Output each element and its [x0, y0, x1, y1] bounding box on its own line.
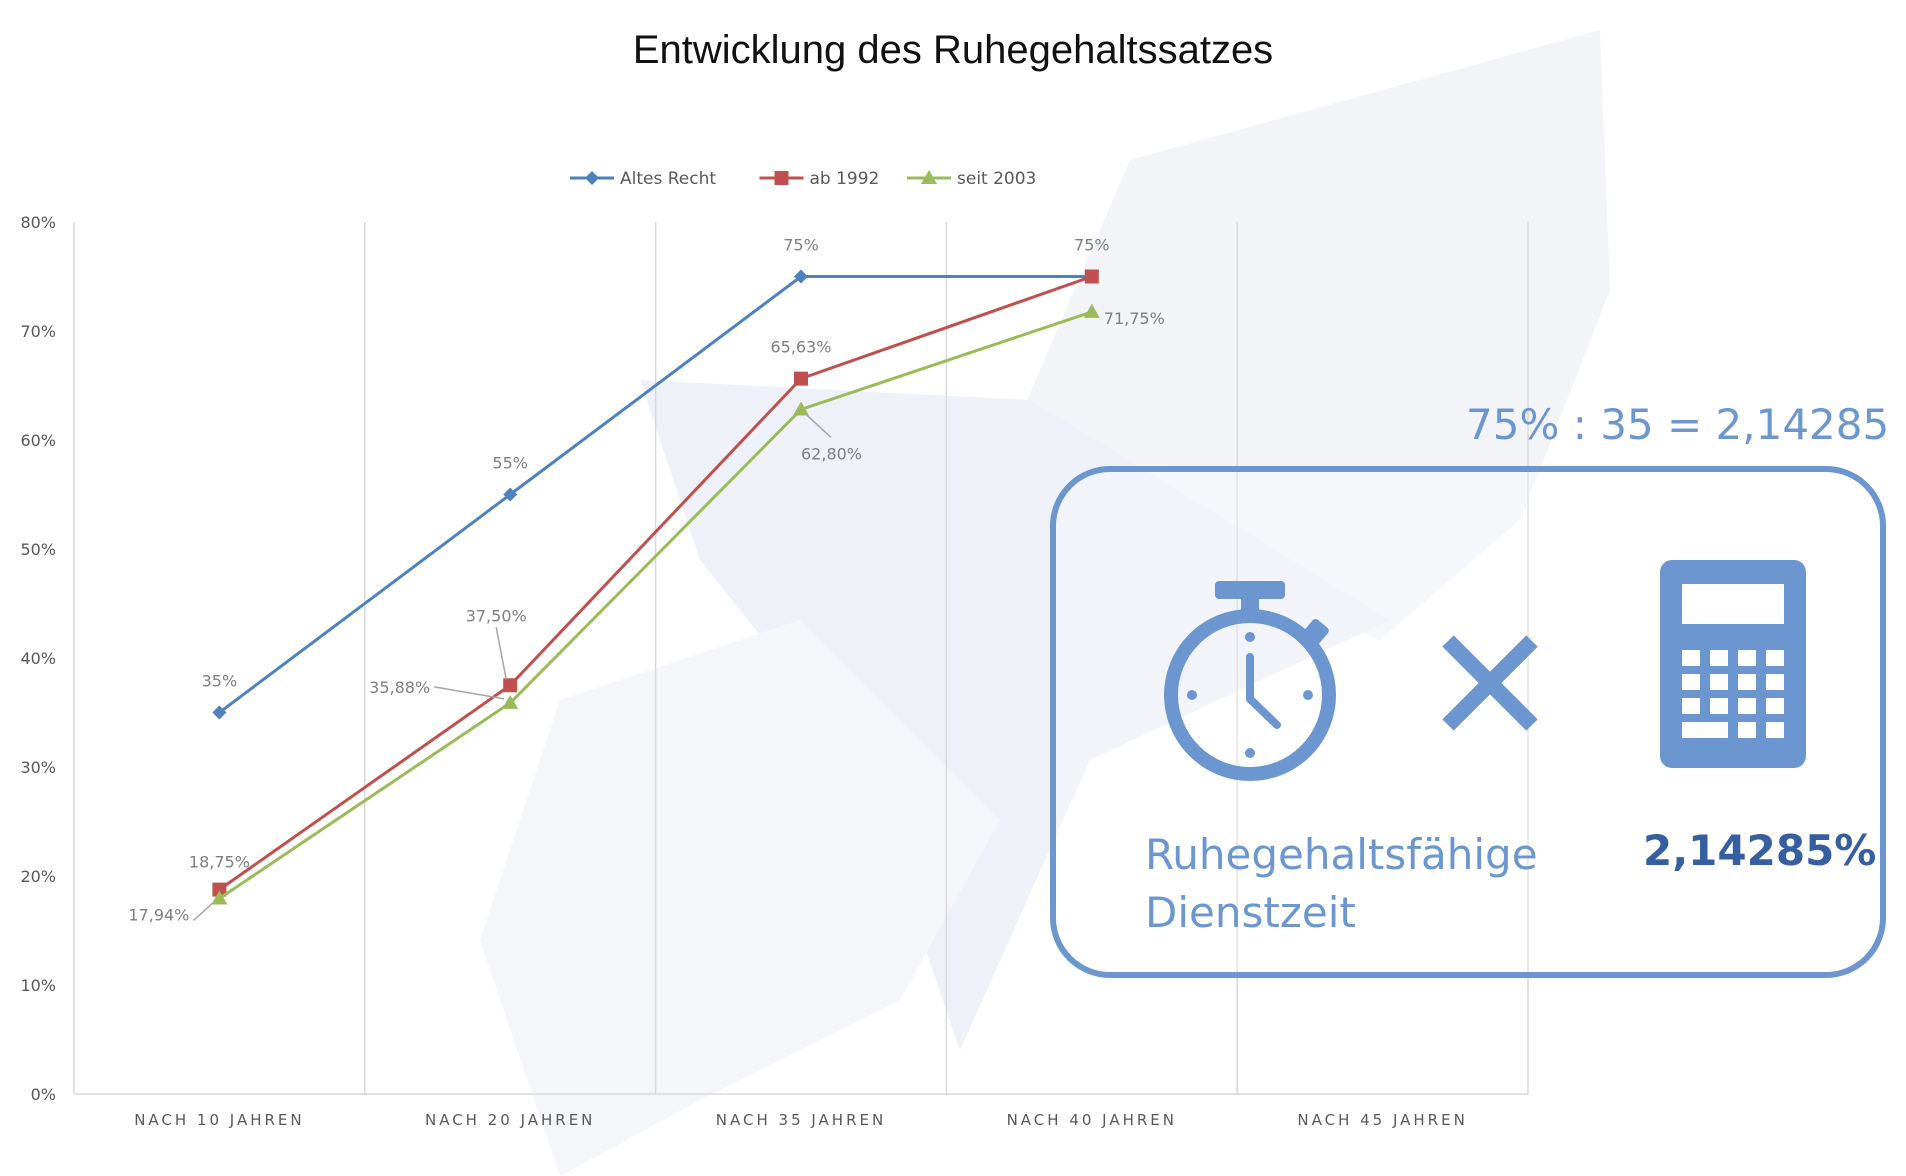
series-line: [218, 310, 1093, 900]
data-label: 75%: [783, 236, 819, 255]
data-point: [1084, 269, 1099, 284]
data-point: [921, 170, 937, 184]
formula-text: 75% : 35 = 2,14285: [1466, 400, 1890, 449]
data-label: 35%: [202, 672, 238, 691]
label-leader: [192, 901, 214, 922]
page-title: Entwicklung des Ruhegehaltssatzes: [632, 28, 1274, 72]
stopwatch-icon: [1164, 581, 1336, 781]
legend-item: ab 1992: [759, 169, 880, 189]
legend-label: ab 1992: [810, 169, 880, 189]
data-point: [774, 171, 789, 185]
data-label: 65,63%: [770, 338, 831, 357]
service-time-label-line2: Dienstzeit: [1145, 888, 1356, 937]
label-leader: [804, 412, 832, 439]
service-time-label-line1: Ruhegehaltsfähige: [1145, 830, 1538, 879]
y-tick-label: 10%: [20, 976, 56, 995]
data-point: [585, 171, 599, 185]
label-leader: [434, 686, 505, 700]
legend-item: seit 2003: [907, 169, 1036, 189]
data-point: [794, 371, 808, 386]
series-ab-1992: [212, 269, 1099, 897]
data-label: 62,80%: [801, 444, 862, 463]
data-label: 55%: [492, 454, 528, 473]
data-point: [212, 705, 227, 720]
data-point: [503, 678, 518, 693]
legend-label: seit 2003: [957, 169, 1036, 189]
x-tick-label: NACH 40 JAHREN: [1007, 1111, 1177, 1129]
legend-label: Altes Recht: [620, 169, 716, 189]
series-line: [218, 275, 1092, 714]
data-label: 18,75%: [189, 853, 250, 872]
calculator-icon: [1660, 560, 1806, 768]
data-label: 75%: [1074, 236, 1110, 255]
data-label: 37,50%: [466, 606, 527, 625]
data-label: 17,94%: [128, 905, 189, 924]
label-leader: [495, 627, 507, 680]
y-tick-label: 50%: [20, 540, 56, 559]
y-tick-label: 70%: [20, 322, 56, 341]
data-point: [503, 487, 518, 502]
x-tick-label: NACH 10 JAHREN: [134, 1111, 304, 1129]
y-tick-label: 0%: [31, 1085, 56, 1104]
data-point: [1083, 303, 1100, 318]
rate-value: 2,14285%: [1643, 826, 1877, 875]
data-point: [211, 890, 228, 905]
data-point: [794, 269, 808, 284]
data-label: 71,75%: [1104, 309, 1165, 328]
series-line: [218, 275, 1093, 891]
y-tick-label: 30%: [20, 758, 56, 777]
data-point: [793, 401, 809, 416]
x-tick-label: NACH 35 JAHREN: [716, 1111, 886, 1129]
data-point: [502, 694, 519, 709]
data-point: [212, 882, 227, 897]
x-tick-label: NACH 45 JAHREN: [1297, 1111, 1467, 1129]
y-tick-label: 80%: [20, 213, 56, 232]
y-tick-label: 60%: [20, 431, 56, 450]
service-time-label: Ruhegehaltsfähige Dienstzeit: [1145, 826, 1538, 942]
data-label: 35,88%: [369, 678, 430, 697]
legend-item: Altes Recht: [570, 169, 716, 189]
y-tick-label: 40%: [20, 649, 56, 668]
chart-legend: Altes Recht ab 1992 seit 2003: [570, 169, 1036, 189]
series-seit-2003: [211, 303, 1100, 905]
x-tick-label: NACH 20 JAHREN: [425, 1111, 595, 1129]
y-tick-label: 20%: [20, 867, 56, 886]
multiply-icon: [1442, 635, 1538, 731]
